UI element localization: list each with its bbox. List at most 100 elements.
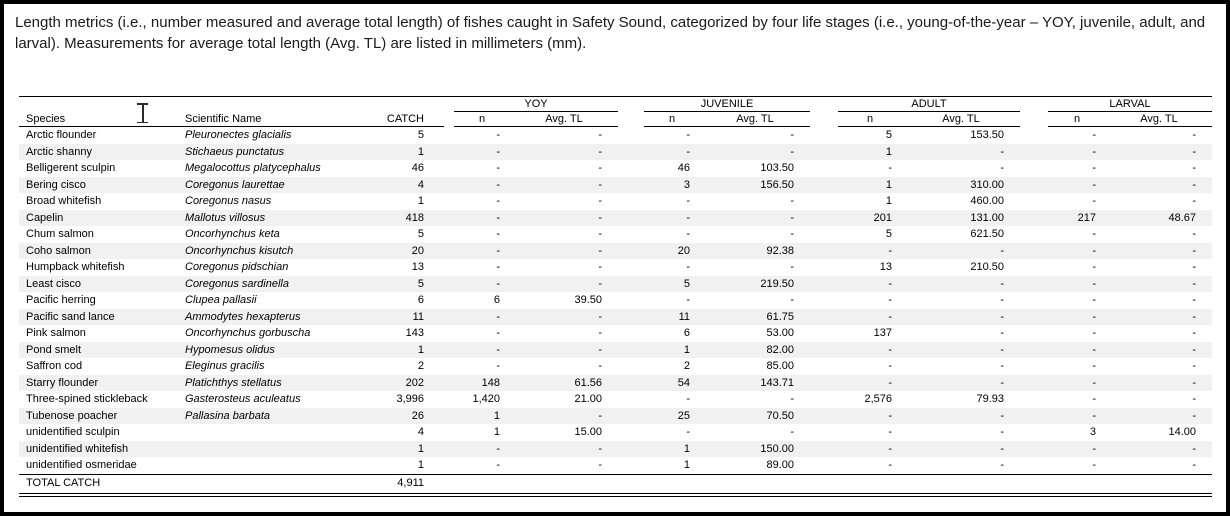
adult-avgtl-cell: - [1000, 294, 1004, 307]
table-row: Three-spined stickleback Gasterosteus ac… [19, 391, 1212, 408]
scientific-name-cell: Coregonus sardinella [185, 277, 289, 290]
juvenile-n-cell: 54 [677, 376, 690, 389]
yoy-n-cell: - [496, 178, 500, 191]
total-label: TOTAL CATCH [26, 477, 101, 489]
larval-n-cell: - [1092, 277, 1096, 290]
group-header-juvenile: JUVENILE [644, 97, 810, 112]
adult-n-cell: - [888, 442, 892, 455]
scientific-name-cell: Megalocottus platycephalus [185, 162, 321, 175]
adult-avgtl-cell: 153.50 [970, 129, 1004, 142]
yoy-avgtl-cell: - [598, 145, 602, 158]
yoy-avgtl-cell: - [598, 178, 602, 191]
catch-cell: 1 [417, 459, 424, 472]
adult-avgtl-cell: 310.00 [970, 178, 1004, 191]
adult-n-cell: - [888, 426, 892, 439]
species-cell: Belligerent sculpin [26, 162, 116, 175]
species-cell: Starry flounder [26, 376, 99, 389]
larval-n-cell: - [1092, 195, 1096, 208]
larval-avgtl-cell: - [1192, 162, 1196, 175]
juvenile-avgtl-cell: 53.00 [766, 327, 794, 340]
group-header-adult: ADULT [838, 97, 1020, 112]
scientific-name-cell: Clupea pallasii [185, 294, 257, 307]
larval-n-cell: - [1092, 129, 1096, 142]
adult-n-cell: - [888, 310, 892, 323]
yoy-n-cell: - [496, 129, 500, 142]
larval-n-cell: - [1092, 310, 1096, 323]
species-cell: Tubenose poacher [26, 409, 118, 422]
catch-cell: 418 [405, 211, 424, 224]
juvenile-n-cell: - [686, 393, 690, 406]
catch-cell: 6 [417, 294, 424, 307]
catch-cell: 202 [405, 376, 424, 389]
scientific-name-cell: Oncorhynchus kisutch [185, 244, 294, 257]
catch-cell: 1 [417, 195, 424, 208]
adult-avgtl-cell: - [1000, 343, 1004, 356]
scientific-name-cell: Pleuronectes glacialis [185, 129, 292, 142]
larval-avgtl-cell: - [1192, 327, 1196, 340]
species-cell: Pond smelt [26, 343, 82, 356]
species-cell: unidentified sculpin [26, 426, 120, 439]
catch-cell: 4 [417, 426, 424, 439]
adult-avgtl-cell: 79.93 [976, 393, 1004, 406]
adult-avgtl-cell: - [1000, 162, 1004, 175]
scientific-name-cell [182, 441, 360, 458]
scientific-name-cell: Mallotus villosus [185, 211, 266, 224]
yoy-avgtl-cell: - [598, 459, 602, 472]
larval-avgtl-cell: - [1192, 294, 1196, 307]
juvenile-n-cell: 2 [683, 360, 690, 373]
larval-avgtl-cell: - [1192, 393, 1196, 406]
catch-cell: 13 [411, 261, 424, 274]
juvenile-n-cell: 3 [683, 178, 690, 191]
yoy-avgtl-cell: 21.00 [574, 393, 602, 406]
larval-avgtl-cell: - [1192, 376, 1196, 389]
juvenile-avgtl-cell: - [790, 195, 794, 208]
table-row: Least cisco Coregonus sardinella 5 - - 5… [19, 275, 1212, 292]
header-larval-avgtl: Avg. TL [1106, 112, 1212, 127]
juvenile-avgtl-cell: 143.71 [760, 376, 794, 389]
species-cell: Three-spined stickleback [26, 393, 148, 406]
larval-n-cell: - [1092, 261, 1096, 274]
header-catch: CATCH [360, 112, 444, 127]
header-larval-n: n [1048, 112, 1106, 127]
species-cell: Humpback whitefish [26, 261, 125, 274]
larval-avgtl-cell: - [1192, 261, 1196, 274]
juvenile-avgtl-cell: - [790, 129, 794, 142]
juvenile-n-cell: 46 [677, 162, 690, 175]
larval-avgtl-cell: - [1192, 459, 1196, 472]
adult-n-cell: 5 [885, 228, 892, 241]
scientific-name-cell: Oncorhynchus keta [185, 228, 280, 241]
adult-n-cell: - [888, 459, 892, 472]
species-cell: Least cisco [26, 277, 82, 290]
species-cell: Pacific herring [26, 294, 96, 307]
adult-avgtl-cell: - [1000, 327, 1004, 340]
scientific-name-cell: Gasterosteus aculeatus [185, 393, 301, 406]
larval-n-cell: - [1092, 294, 1096, 307]
table-row: Pond smelt Hypomesus olidus 1 - - 1 82.0… [19, 341, 1212, 358]
larval-n-cell: - [1092, 360, 1096, 373]
scientific-name-cell: Eleginus gracilis [185, 360, 265, 373]
adult-n-cell: 2,576 [864, 393, 892, 406]
table-row: Belligerent sculpin Megalocottus platyce… [19, 160, 1212, 177]
yoy-avgtl-cell: - [598, 343, 602, 356]
species-cell: Pink salmon [26, 327, 86, 340]
scientific-name-cell: Ammodytes hexapterus [185, 310, 301, 323]
yoy-avgtl-cell: - [598, 129, 602, 142]
scientific-name-cell: Coregonus pidschian [185, 261, 289, 274]
catch-cell: 1 [417, 145, 424, 158]
larval-n-cell: - [1092, 327, 1096, 340]
juvenile-avgtl-cell: - [790, 211, 794, 224]
table-row: Capelin Mallotus villosus 418 - - - - 20… [19, 209, 1212, 226]
scientific-name-cell: Oncorhynchus gorbuscha [185, 327, 311, 340]
catch-cell: 1 [417, 442, 424, 455]
adult-avgtl-cell: 460.00 [970, 195, 1004, 208]
table-row: Chum salmon Oncorhynchus keta 5 - - - - … [19, 226, 1212, 243]
header-adult-n: n [838, 112, 902, 127]
larval-n-cell: - [1092, 343, 1096, 356]
species-cell: Chum salmon [26, 228, 94, 241]
species-cell: Capelin [26, 211, 64, 224]
juvenile-n-cell: 20 [677, 244, 690, 257]
larval-n-cell: - [1092, 393, 1096, 406]
catch-cell: 5 [417, 129, 424, 142]
table-row: Broad whitefish Coregonus nasus 1 - - - … [19, 193, 1212, 210]
